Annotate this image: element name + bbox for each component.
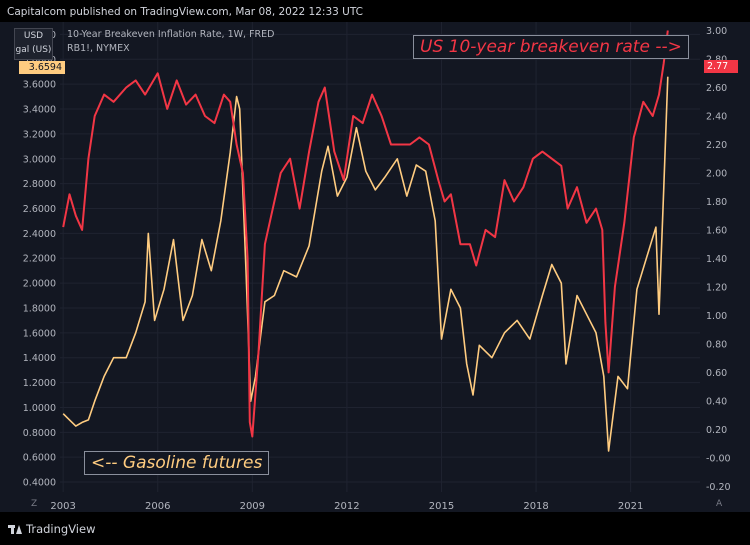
right-axis-tick-label: 0.80 (706, 339, 727, 350)
tradingview-brand: TradingView (26, 522, 96, 536)
chart-area[interactable]: 4.00003.80003.60003.40003.20003.00002.80… (0, 22, 750, 512)
unit-volume: gal (US) (15, 45, 52, 55)
left-axis-tick-label: 2.8000 (23, 179, 56, 190)
left-axis-tick-label: 2.6000 (23, 204, 56, 215)
right-axis-tick-label: 2.40 (706, 112, 727, 123)
left-axis-tick-label: 2.4000 (23, 229, 56, 240)
right-axis-tick-label: 2.60 (706, 83, 727, 94)
gasoline-series-line (62, 76, 669, 452)
x-axis-tick-label: 2006 (145, 501, 170, 512)
footer: TradingView (0, 512, 750, 545)
x-axis-tick-label: 2021 (618, 501, 643, 512)
left-axis-tick-label: 2.0000 (23, 279, 56, 290)
grid (60, 22, 700, 492)
breakeven-last-price-badge: 2.77 (704, 60, 738, 73)
left-axis-unit[interactable]: USD gal (US) (14, 28, 53, 60)
right-scale-toggle[interactable]: A (716, 499, 723, 509)
right-axis-tick-label: 1.20 (706, 282, 727, 293)
unit-currency: USD (23, 31, 44, 41)
publish-header: Capitalcom published on TradingView.com,… (0, 0, 750, 22)
left-axis-tick-label: 3.8000 (23, 55, 56, 66)
right-axis-tick-label: 3.00 (706, 26, 727, 37)
breakeven-callout: US 10-year breakeven rate --> (413, 35, 689, 59)
tradingview-logo-icon (8, 524, 22, 534)
publish-info: Capitalcom published on TradingView.com,… (7, 6, 363, 18)
left-scale-toggle[interactable]: Z (31, 499, 38, 509)
left-axis-tick-label: 3.0000 (23, 154, 56, 165)
left-axis-tick-label: 1.0000 (23, 403, 56, 414)
left-axis-tick-label: 1.2000 (23, 378, 56, 389)
left-axis-tick-label: 1.8000 (23, 303, 56, 314)
right-axis-tick-label: 1.80 (706, 197, 727, 208)
legend: 10-Year Breakeven Inflation Rate, 1W, FR… (67, 28, 274, 56)
x-axis-tick-label: 2018 (523, 501, 548, 512)
x-axis-tick-label: 2015 (429, 501, 454, 512)
left-axis-ticks: 4.00003.80003.60003.40003.20003.00002.80… (23, 30, 56, 489)
x-axis-tick-label: 2012 (334, 501, 359, 512)
right-axis-tick-label: 0.60 (706, 368, 727, 379)
right-axis-tick-label: 2.00 (706, 168, 727, 179)
right-axis-tick-label: 1.60 (706, 225, 727, 236)
legend-breakeven: 10-Year Breakeven Inflation Rate, 1W, FR… (67, 29, 275, 40)
left-axis-tick-label: 3.6000 (23, 80, 56, 91)
tradingview-logo[interactable]: TradingView (8, 522, 95, 536)
left-axis-tick-label: 3.2000 (23, 129, 56, 140)
left-axis-tick-label: 0.4000 (23, 478, 56, 489)
gasoline-callout: <-- Gasoline futures (84, 451, 270, 475)
breakeven-series-line (62, 30, 669, 438)
legend-gasoline: RB1!, NYMEX (67, 43, 130, 54)
right-axis-tick-label: 0.20 (706, 425, 727, 436)
left-axis-tick-label: 3.4000 (23, 105, 56, 116)
x-axis-tick-label: 2009 (240, 501, 265, 512)
left-axis-tick-label: 1.4000 (23, 353, 56, 364)
left-axis-tick-label: 0.8000 (23, 428, 56, 439)
x-axis-tick-label: 2003 (50, 501, 75, 512)
right-axis-ticks: 3.002.802.602.402.202.001.801.601.401.20… (706, 26, 731, 493)
right-axis-tick-label: 0.40 (706, 396, 727, 407)
left-axis-tick-label: 0.6000 (23, 453, 56, 464)
right-axis-tick-label: -0.00 (706, 453, 731, 464)
x-axis-ticks: 2003 2006 2009 2012 2015 2018 2021 (50, 501, 643, 512)
left-axis-tick-label: 2.2000 (23, 254, 56, 265)
right-axis-tick-label: 1.00 (706, 311, 727, 322)
series-group (62, 30, 669, 452)
right-axis-tick-label: 2.20 (706, 140, 727, 151)
right-axis-tick-label: 1.40 (706, 254, 727, 265)
gasoline-last-price-badge: 3.6594 (19, 61, 65, 74)
chart-svg: 4.00003.80003.60003.40003.20003.00002.80… (23, 22, 731, 512)
right-axis-tick-label: -0.20 (706, 482, 731, 493)
left-axis-tick-label: 1.6000 (23, 328, 56, 339)
